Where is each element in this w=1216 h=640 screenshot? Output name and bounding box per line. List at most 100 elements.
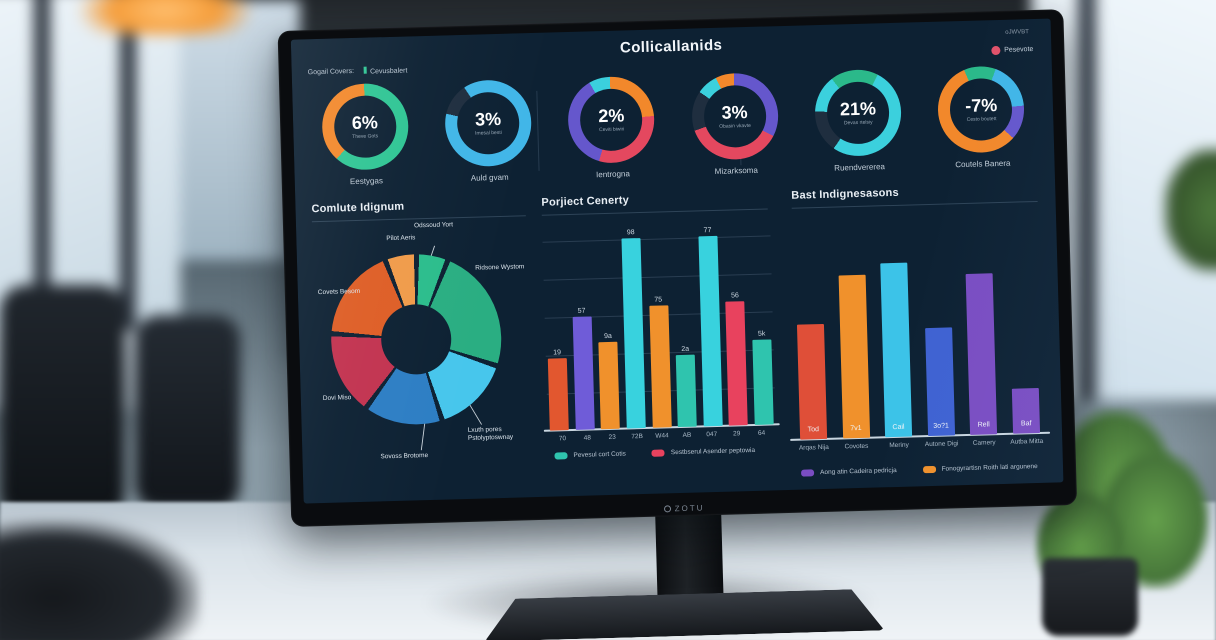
right-x-labels: Arqas Nija Covotes Meriny Autone Digi Camery… xyxy=(794,438,1046,453)
divider xyxy=(541,208,768,216)
legend-item: Sestbserul Asender peptowia xyxy=(651,446,756,457)
foreground-object xyxy=(0,520,200,640)
plant-pot xyxy=(1042,558,1138,636)
donut-ring: 21% Devas rtelsiy xyxy=(813,68,903,158)
kpi-label: Auld gvam xyxy=(470,172,509,183)
x-tick-label: Autone Digi xyxy=(924,440,959,449)
legend-label: Sestbserul Asender peptowia xyxy=(670,446,756,457)
header-left-tag: Cevusbalert xyxy=(363,65,407,76)
bar-column: 75 xyxy=(648,296,672,428)
bar-value-label: 3o?1 xyxy=(933,422,950,430)
donut-ring: 6% Theve Gots xyxy=(320,82,410,171)
pie-segment-label: Pilot Aeris xyxy=(386,234,416,243)
legend-label: Aong atin Cadeira pedricja xyxy=(819,466,897,477)
kpi-label: Mizarksoma xyxy=(714,165,758,176)
kpi-donut: 21% Devas rtelsiy Ruendvererea xyxy=(795,68,922,187)
bar-value-label: 19 xyxy=(553,349,562,357)
middle-plot: 19 57 9a 98 75 2a 77 56 5k xyxy=(542,218,780,432)
kpi-value: 21% xyxy=(839,98,877,120)
pie-segment-label: Lxuth pores Pstolyptoswnay xyxy=(467,425,514,443)
divider xyxy=(791,200,1038,209)
bar: 3o?1 xyxy=(924,327,955,437)
bar-column: 9a xyxy=(598,332,621,430)
gridline xyxy=(542,235,771,243)
bar xyxy=(752,339,774,425)
x-tick-label: 48 xyxy=(583,434,592,442)
bar-column: 98 xyxy=(621,229,646,429)
donut-center: 3% Obasin vkavte xyxy=(691,72,779,160)
pie-segment-label: Dovi Miso xyxy=(322,394,352,402)
kpi-value: 3% xyxy=(474,108,502,130)
bar-value-label: 75 xyxy=(654,296,663,304)
x-tick-label: 72B xyxy=(631,433,644,441)
x-tick-label: W44 xyxy=(655,432,669,440)
monitor-bezel: Collicallanids Gogail Covers: Cevusbaler… xyxy=(277,9,1078,527)
office-chair xyxy=(0,285,125,520)
legend-swatch-icon xyxy=(922,465,936,474)
bar-column: 19 xyxy=(547,349,569,431)
bar-column: 5k xyxy=(752,330,774,425)
header-right-legend-label: Pesevote xyxy=(1004,45,1034,54)
kpi-label: Ientrogna xyxy=(595,169,631,180)
brand-logo-icon xyxy=(663,505,671,513)
x-tick-label: Meriny xyxy=(889,441,909,450)
dashboard-title: Collicallanids xyxy=(619,36,723,57)
right-bar-chart: Tod 7v1 Cail 3o?1 Rell Baf Arqas Nija Covotes M… xyxy=(789,239,1051,453)
donut-center: 3% Imesal besti xyxy=(444,79,532,167)
kpi-donut: 6% Theve Gots Eestygas xyxy=(302,82,429,201)
monitor: Collicallanids Gogail Covers: Cevusbaler… xyxy=(277,9,1081,640)
bar xyxy=(675,354,697,428)
bar xyxy=(547,358,569,431)
bar xyxy=(572,316,595,430)
x-tick-label: 29 xyxy=(732,430,741,438)
section-right-bars: Bast Indignesasons xyxy=(791,183,1038,209)
header-left-meta: Gogail Covers: Cevusbalert xyxy=(307,65,407,77)
middle-bar-chart: 19 57 9a 98 75 2a 77 56 5k 70 48 23 72B W44 AB 047 29 64 xyxy=(542,218,780,444)
header-left-label: Gogail Covers: xyxy=(307,67,355,77)
bar-value-label: 7v1 xyxy=(850,424,862,433)
section-pie: Comlute Idignum xyxy=(311,197,526,223)
kpi-sublabel: Obasin vkavte xyxy=(719,122,751,130)
x-tick-label: Arqas Nija xyxy=(798,443,829,452)
bar-value-label: 9a xyxy=(603,332,612,341)
window-mullion xyxy=(1078,0,1096,400)
bar-value-label: Rell xyxy=(977,421,990,429)
kpi-donut: 2% Ceviti biwiri Ientrogna xyxy=(549,75,676,194)
bar-value-label: 57 xyxy=(577,307,586,315)
bar-value-label: Tod xyxy=(807,426,820,434)
donut-ring: 2% Ceviti biwiri xyxy=(567,75,656,164)
category-pie-chart: Odssoud Yort Ridsone Wystom Lxuth pores Ps… xyxy=(316,219,543,491)
section-middle-bars: Porjiect Cenerty xyxy=(541,190,768,216)
kpi-sublabel: Ceviti biwiri xyxy=(599,126,625,134)
x-tick-label: 23 xyxy=(608,433,616,442)
right-legend: Aong atin Cadeira pedricja Fonogyrartisn … xyxy=(801,463,1038,477)
donut-center: 6% Theve Gots xyxy=(321,83,409,171)
kpi-donut: -7% Cesto boutett Coutels Banera xyxy=(918,65,1045,184)
window-left xyxy=(0,0,180,340)
donut-ring: -7% Cesto boutett xyxy=(937,65,1026,154)
donut-center: -7% Cesto boutett xyxy=(937,65,1025,153)
lamp-glow xyxy=(80,0,250,34)
bar-value-label: 98 xyxy=(626,229,635,237)
bar-column: Rell xyxy=(965,273,998,435)
header-right-legend: Pesevote xyxy=(991,45,1034,56)
right-plot: Tod 7v1 Cail 3o?1 Rell Baf xyxy=(789,239,1051,441)
donut-ring: 3% Obasin vkavte xyxy=(690,72,779,161)
bar-column: 77 xyxy=(698,227,723,427)
legend-item: Aong atin Cadeira pedricja xyxy=(801,467,897,477)
bar-column: 2a xyxy=(675,345,697,428)
legend-swatch-icon xyxy=(801,469,815,477)
kpi-sublabel: Devas rtelsiy xyxy=(843,119,873,127)
bar: 7v1 xyxy=(838,274,870,439)
x-tick-label: Covotes xyxy=(844,442,869,451)
kpi-value: 6% xyxy=(351,112,379,134)
bar-column: Baf xyxy=(1011,387,1041,434)
bar-value-label: 2a xyxy=(681,345,690,353)
bar xyxy=(598,341,621,430)
kpi-sublabel: Cesto boutett xyxy=(966,116,997,123)
pie-segment-label: Covets Besom xyxy=(317,287,361,297)
kpi-label: Ruendvererea xyxy=(834,162,886,173)
window-mullion xyxy=(120,0,136,340)
kpi-value: 3% xyxy=(721,102,748,123)
